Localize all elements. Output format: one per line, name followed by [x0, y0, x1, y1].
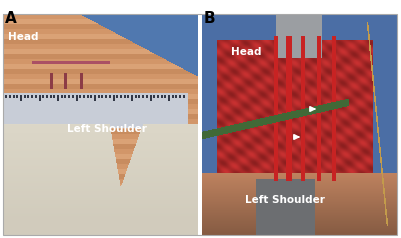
Text: A: A: [5, 11, 17, 26]
Text: Head: Head: [231, 47, 262, 57]
Text: B: B: [204, 11, 216, 26]
Text: Left Shoulder: Left Shoulder: [245, 195, 325, 205]
Text: Left Shoulder: Left Shoulder: [67, 124, 147, 134]
Text: Head: Head: [8, 32, 38, 42]
